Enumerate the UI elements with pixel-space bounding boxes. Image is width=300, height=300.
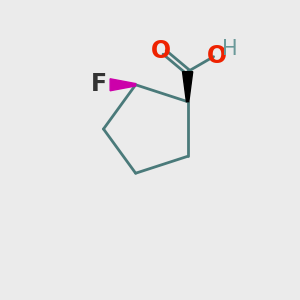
Text: O: O (207, 44, 227, 68)
Text: F: F (91, 72, 107, 96)
Polygon shape (182, 72, 193, 102)
Polygon shape (110, 79, 136, 91)
Text: H: H (222, 39, 238, 59)
Text: O: O (151, 39, 171, 63)
